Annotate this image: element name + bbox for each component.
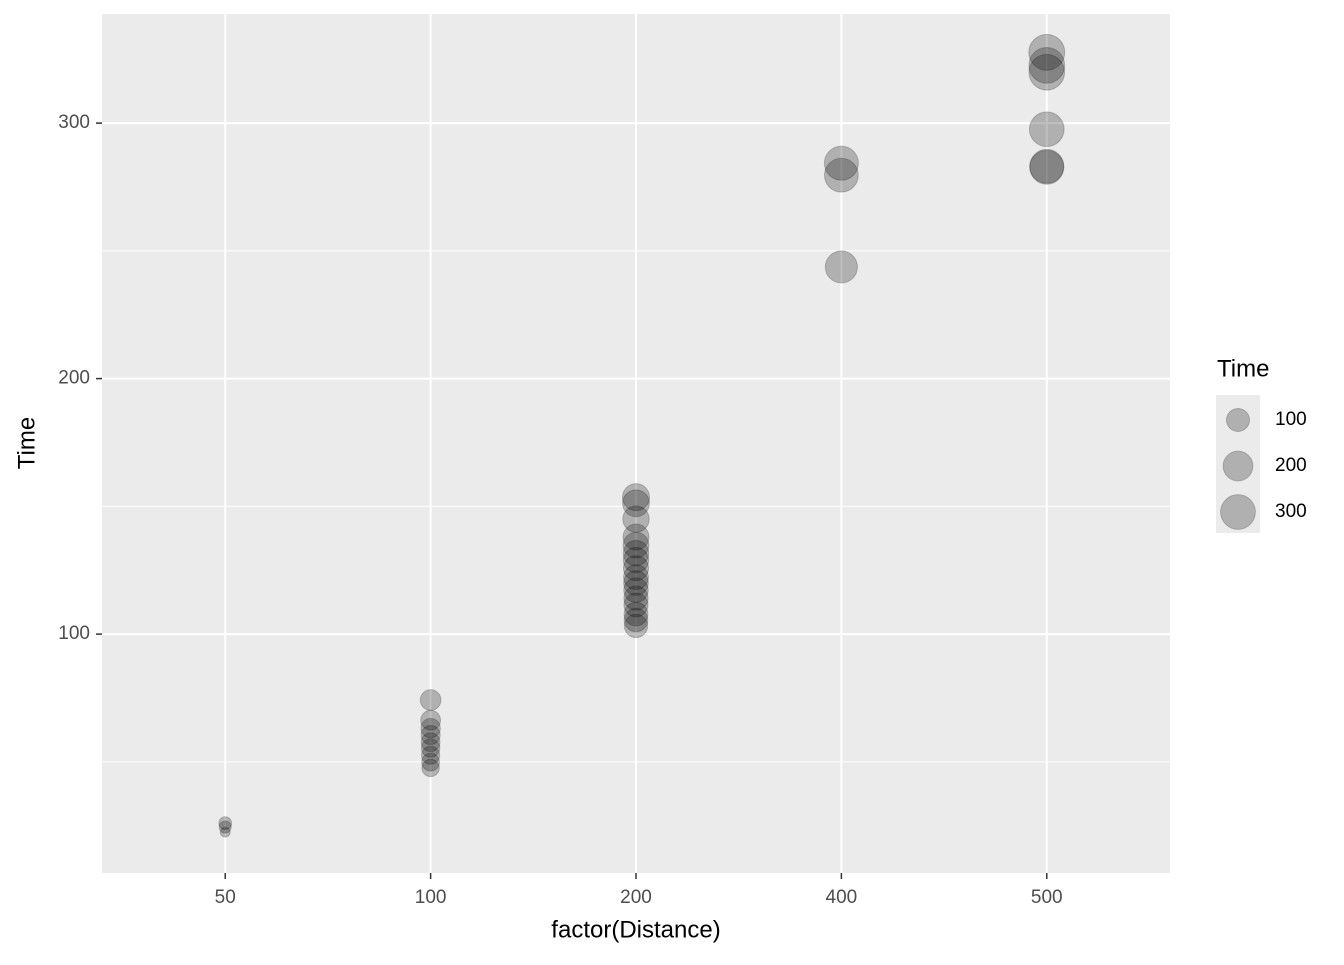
point xyxy=(420,738,441,758)
legend-key xyxy=(1222,450,1254,482)
point xyxy=(623,592,649,618)
point xyxy=(1029,148,1065,184)
point xyxy=(419,689,442,711)
point xyxy=(623,577,649,603)
point xyxy=(622,539,650,567)
point xyxy=(1028,33,1066,71)
point xyxy=(218,816,233,831)
point xyxy=(622,531,650,559)
legend-key xyxy=(1225,407,1251,433)
point xyxy=(420,724,441,746)
legend-label: 100 xyxy=(1275,409,1307,430)
legend-title: Time xyxy=(1217,355,1269,382)
x-tick-label: 500 xyxy=(1031,887,1063,908)
legend-keys xyxy=(1216,395,1260,533)
y-tick-label: 100 xyxy=(58,623,90,644)
x-tick-label: 100 xyxy=(415,887,447,908)
legend-label: 200 xyxy=(1275,455,1307,476)
x-tick-label: 200 xyxy=(620,887,652,908)
x-tick-label: 400 xyxy=(826,887,858,908)
point xyxy=(622,523,650,551)
point xyxy=(623,570,649,596)
y-axis-title: Time xyxy=(13,417,40,469)
point xyxy=(421,758,440,778)
point xyxy=(420,709,442,731)
point xyxy=(621,483,651,512)
point xyxy=(622,489,650,518)
point xyxy=(420,717,441,739)
point xyxy=(1028,53,1066,91)
point xyxy=(622,505,650,533)
point xyxy=(421,745,441,765)
point xyxy=(623,585,649,611)
point xyxy=(218,820,232,834)
point xyxy=(622,555,650,582)
legend-key xyxy=(1220,494,1256,530)
point xyxy=(623,564,649,591)
point xyxy=(823,157,859,193)
x-axis-title: factor(Distance) xyxy=(551,916,720,943)
point xyxy=(823,145,859,181)
point xyxy=(824,250,858,284)
point xyxy=(623,607,649,633)
point xyxy=(420,732,441,753)
point xyxy=(1028,46,1066,84)
point xyxy=(219,826,231,838)
point xyxy=(421,752,441,772)
point xyxy=(623,601,649,627)
x-tick-label: 50 xyxy=(215,887,236,908)
y-tick-label: 300 xyxy=(58,112,90,133)
point xyxy=(1028,111,1065,148)
point xyxy=(1029,149,1065,185)
point xyxy=(623,613,649,639)
y-tick-label: 200 xyxy=(58,368,90,389)
legend-label: 300 xyxy=(1275,501,1307,522)
point xyxy=(622,546,650,574)
